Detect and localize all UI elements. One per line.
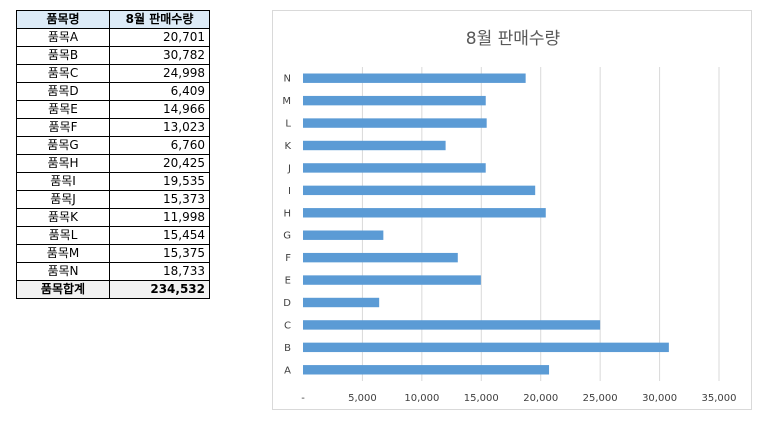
cell-sales-qty[interactable]: 20,425 [109, 154, 210, 173]
cell-item-name[interactable]: 품목N [16, 262, 110, 281]
table-header-row: 품목명 8월 판매수량 [16, 10, 210, 29]
cell-sales-qty[interactable]: 11,998 [109, 208, 210, 227]
cell-sales-qty[interactable]: 6,409 [109, 82, 210, 101]
cell-total-label[interactable]: 품목합계 [16, 280, 110, 299]
table-row: 품목F 13,023 [16, 118, 210, 137]
cell-item-name[interactable]: 품목G [16, 136, 110, 155]
cell-item-name[interactable]: 품목C [16, 64, 110, 83]
table-row: 품목G 6,760 [16, 136, 210, 155]
y-tick-label: E [285, 276, 291, 287]
cell-item-name[interactable]: 품목D [16, 82, 110, 101]
bar-i [303, 185, 536, 196]
x-tick-label: 5,000 [348, 393, 377, 404]
cell-sales-qty[interactable]: 13,023 [109, 118, 210, 137]
header-sales-qty[interactable]: 8월 판매수량 [109, 10, 210, 29]
table-row: 품목K 11,998 [16, 208, 210, 227]
x-tick-label: 10,000 [404, 393, 439, 404]
y-tick-label: C [284, 320, 291, 331]
table-row: 품목C 24,998 [16, 64, 210, 83]
bar-l [303, 118, 487, 128]
data-table: 품목명 8월 판매수량 품목A 20,701 품목B 30,782 품목C 24,998 품… [16, 10, 210, 299]
cell-sales-qty[interactable]: 24,998 [109, 64, 210, 83]
y-tick-label: D [283, 298, 291, 309]
table-row: 품목I 19,535 [16, 172, 210, 191]
cell-item-name[interactable]: 품목B [16, 46, 110, 65]
y-tick-label: A [284, 365, 291, 376]
x-tick-label: 15,000 [464, 393, 499, 404]
bar-g [303, 230, 384, 240]
y-tick-label: F [285, 253, 291, 264]
cell-sales-qty[interactable]: 15,375 [109, 244, 210, 263]
cell-sales-qty[interactable]: 15,373 [109, 190, 210, 209]
cell-item-name[interactable]: 품목M [16, 244, 110, 263]
x-tick-label: 20,000 [523, 393, 558, 404]
cell-item-name[interactable]: 품목A [16, 28, 110, 47]
y-tick-label: M [282, 96, 291, 107]
bar-chart: 8월 판매수량 AB CDE FG HI JKL MN - 5,000 10,000 15,000 2… [282, 29, 737, 404]
x-tick-label: 30,000 [642, 393, 677, 404]
bar-a [303, 365, 550, 375]
table-row: 품목H 20,425 [16, 154, 210, 173]
y-tick-label: H [283, 208, 291, 219]
bar-f [303, 252, 458, 263]
table-row: 품목N 18,733 [16, 262, 210, 281]
y-tick-label: N [284, 74, 291, 85]
y-tick-label: B [284, 343, 291, 354]
cell-item-name[interactable]: 품목I [16, 172, 110, 191]
cell-item-name[interactable]: 품목E [16, 100, 110, 119]
table-total-row: 품목합계 234,532 [16, 280, 210, 299]
bar-m [303, 95, 486, 106]
bar-e [303, 275, 481, 285]
table-row: 품목B 30,782 [16, 46, 210, 65]
bar-k [303, 140, 446, 151]
chart-title: 8월 판매수량 [466, 29, 561, 49]
cell-sales-qty[interactable]: 30,782 [109, 46, 210, 65]
bar-j [303, 163, 486, 173]
table-body: 품목A 20,701 품목B 30,782 품목C 24,998 품목D 6,409 품목E 14… [16, 28, 210, 299]
cell-sales-qty[interactable]: 15,454 [109, 226, 210, 245]
cell-item-name[interactable]: 품목L [16, 226, 110, 245]
cell-sales-qty[interactable]: 18,733 [109, 262, 210, 281]
y-tick-label: I [288, 186, 291, 197]
bar-d [303, 297, 380, 308]
cell-item-name[interactable]: 품목K [16, 208, 110, 227]
bar-n [303, 73, 526, 83]
chart-area[interactable]: 8월 판매수량 A B C D E F G H I J K L M N - 5,000 10,000 15,000 2… [272, 10, 752, 410]
x-tick-label: - [301, 393, 305, 404]
y-tick-label: K [284, 141, 291, 152]
cell-item-name[interactable]: 품목J [16, 190, 110, 209]
cell-total-value[interactable]: 234,532 [109, 280, 210, 299]
table-row: 품목E 14,966 [16, 100, 210, 119]
y-tick-label: J [287, 163, 291, 174]
x-tick-label: 35,000 [702, 393, 737, 404]
cell-item-name[interactable]: 품목F [16, 118, 110, 137]
cell-sales-qty[interactable]: 20,701 [109, 28, 210, 47]
table-row: 품목J 15,373 [16, 190, 210, 209]
bar-c [303, 320, 601, 330]
table-row: 품목A 20,701 [16, 28, 210, 47]
header-item-name[interactable]: 품목명 [16, 10, 110, 29]
cell-sales-qty[interactable]: 14,966 [109, 100, 210, 119]
bar-b [303, 342, 669, 353]
table-row: 품목M 15,375 [16, 244, 210, 263]
bar-h [303, 208, 546, 218]
cell-sales-qty[interactable]: 6,760 [109, 136, 210, 155]
cell-sales-qty[interactable]: 19,535 [109, 172, 210, 191]
y-tick-label: G [283, 231, 291, 242]
y-tick-label: L [285, 119, 291, 130]
cell-item-name[interactable]: 품목H [16, 154, 110, 173]
table-row: 품목D 6,409 [16, 82, 210, 101]
table-row: 품목L 15,454 [16, 226, 210, 245]
x-tick-label: 25,000 [583, 393, 618, 404]
